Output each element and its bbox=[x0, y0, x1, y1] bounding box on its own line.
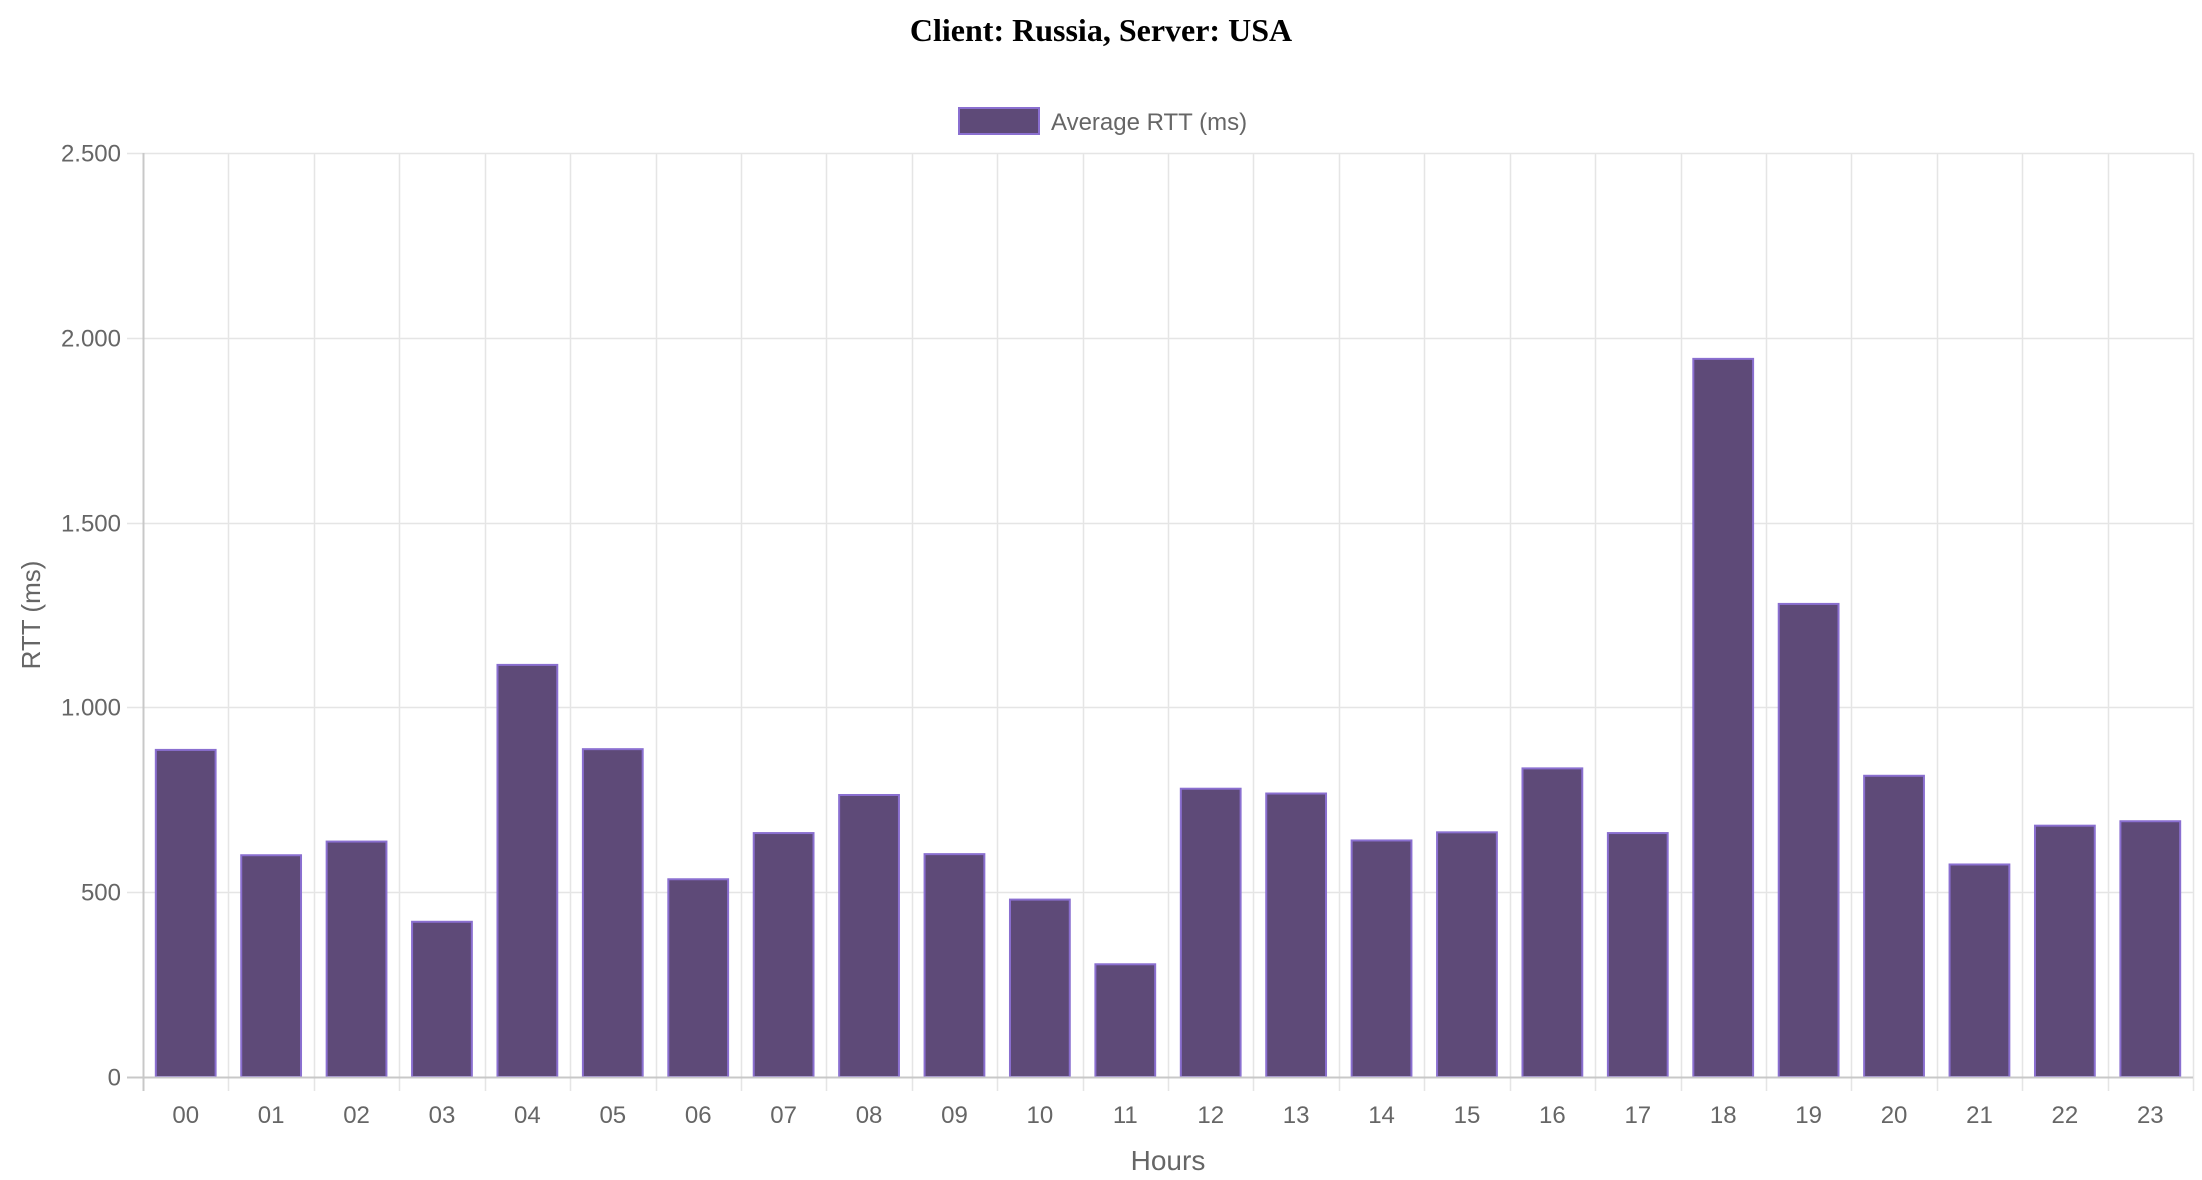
y-tick-label: 0 bbox=[108, 1065, 121, 1092]
x-tick-label: 16 bbox=[1539, 1102, 1566, 1129]
x-tick-label: 09 bbox=[941, 1102, 968, 1129]
x-axis-title: Hours bbox=[1131, 1145, 1206, 1176]
bar-09[interactable] bbox=[923, 853, 986, 1079]
bar-10[interactable] bbox=[1008, 898, 1071, 1078]
bar-20[interactable] bbox=[1863, 774, 1925, 1078]
y-tick-label: 500 bbox=[81, 880, 121, 907]
x-tick-label: 11 bbox=[1113, 1102, 1138, 1129]
y-tick-label: 2.000 bbox=[61, 326, 121, 353]
x-tick-label: 02 bbox=[343, 1102, 370, 1129]
x-tick-label: 08 bbox=[856, 1102, 883, 1129]
x-tick-label: 18 bbox=[1710, 1102, 1737, 1129]
bar-04[interactable] bbox=[496, 663, 559, 1078]
x-tick-label: 15 bbox=[1454, 1102, 1481, 1129]
x-tick-label: 17 bbox=[1624, 1102, 1651, 1129]
y-axis-title: RTT (ms) bbox=[16, 561, 46, 670]
x-tick-label: 05 bbox=[599, 1102, 626, 1129]
bar-07[interactable] bbox=[752, 832, 815, 1079]
x-tick-label: 12 bbox=[1197, 1102, 1224, 1129]
x-tick-label: 00 bbox=[172, 1102, 199, 1129]
bar-12[interactable] bbox=[1179, 787, 1242, 1078]
bar-06[interactable] bbox=[667, 878, 730, 1078]
x-tick-label: 07 bbox=[770, 1102, 797, 1129]
x-tick-label: 14 bbox=[1368, 1102, 1395, 1129]
bar-15[interactable] bbox=[1436, 831, 1498, 1079]
legend[interactable]: Average RTT (ms) bbox=[958, 107, 1247, 136]
bar-11[interactable] bbox=[1094, 963, 1157, 1078]
bar-03[interactable] bbox=[411, 920, 473, 1078]
x-tick-label: 06 bbox=[685, 1102, 712, 1129]
bar-05[interactable] bbox=[581, 748, 644, 1078]
bar-19[interactable] bbox=[1777, 602, 1840, 1078]
bar-13[interactable] bbox=[1265, 792, 1328, 1078]
x-tick-label: 01 bbox=[258, 1102, 285, 1129]
x-tick-label: 22 bbox=[2052, 1102, 2079, 1129]
bar-17[interactable] bbox=[1606, 832, 1669, 1079]
axes: 0 500 1.000 1.500 2.000 2.500 00 01 02 03 04 05 06 07… bbox=[61, 141, 2193, 1129]
legend-swatch bbox=[958, 107, 1040, 135]
chart-title: Client: Russia, Server: USA bbox=[909, 12, 1293, 48]
bar-16[interactable] bbox=[1521, 767, 1584, 1078]
x-tick-label: 21 bbox=[1966, 1102, 1993, 1129]
legend-label: Average RTT (ms) bbox=[1051, 109, 1247, 136]
y-tick-label: 1.500 bbox=[61, 511, 121, 538]
bar-21[interactable] bbox=[1948, 863, 2011, 1078]
x-tick-label: 20 bbox=[1881, 1102, 1908, 1129]
bar-08[interactable] bbox=[838, 793, 900, 1078]
bar-00[interactable] bbox=[154, 748, 217, 1078]
bar-01[interactable] bbox=[240, 854, 303, 1078]
bar-14[interactable] bbox=[1350, 839, 1413, 1078]
grid-lines bbox=[127, 152, 2195, 1091]
x-tick-label: 03 bbox=[429, 1102, 456, 1129]
bar-18[interactable] bbox=[1692, 357, 1755, 1078]
bar-23[interactable] bbox=[2119, 820, 2182, 1079]
y-tick-label: 2.500 bbox=[61, 141, 121, 168]
x-tick-label: 13 bbox=[1283, 1102, 1310, 1129]
x-tick-label: 23 bbox=[2137, 1102, 2164, 1129]
x-tick-label: 19 bbox=[1795, 1102, 1822, 1129]
x-tick-label: 04 bbox=[514, 1102, 541, 1129]
bar-02[interactable] bbox=[325, 840, 388, 1079]
x-tick-label: 10 bbox=[1027, 1102, 1054, 1129]
bar-22[interactable] bbox=[2033, 824, 2096, 1078]
y-tick-label: 1.000 bbox=[61, 695, 121, 722]
